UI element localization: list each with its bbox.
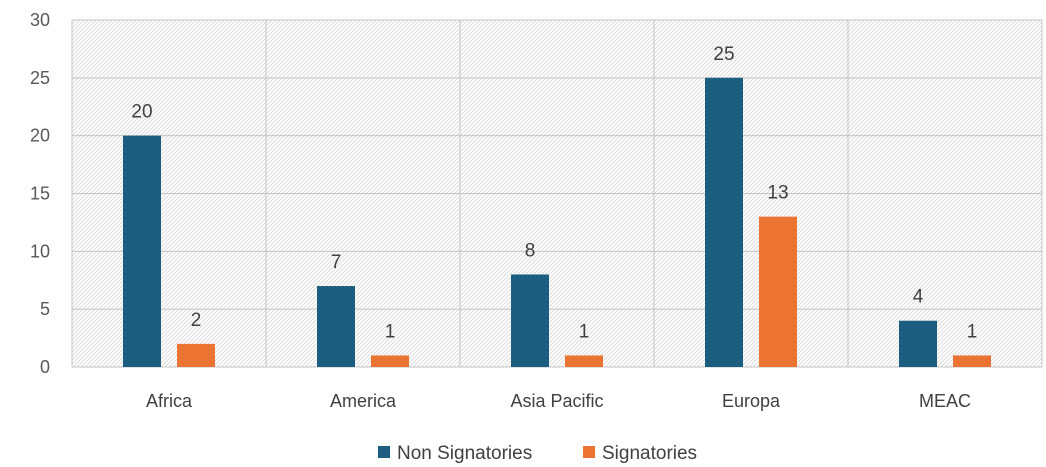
data-label: 20 <box>131 102 152 123</box>
bar-signatories <box>177 343 215 367</box>
bar-non-signatories <box>317 286 355 367</box>
data-label: 13 <box>767 183 788 204</box>
data-label: 1 <box>579 321 590 342</box>
y-tick-label: 30 <box>30 10 50 30</box>
data-label: 8 <box>525 240 536 261</box>
bar-non-signatories <box>705 77 743 367</box>
legend-label: Non Signatories <box>397 443 532 464</box>
legend: Non Signatories Signatories <box>378 443 697 464</box>
data-label: 4 <box>913 287 924 308</box>
y-tick-label: 5 <box>40 299 50 319</box>
data-label: 1 <box>385 321 396 342</box>
data-label: 25 <box>713 44 734 65</box>
y-axis-ticks: 0 5 10 15 20 25 30 <box>30 10 50 377</box>
y-tick-label: 10 <box>30 241 50 261</box>
y-tick-label: 0 <box>40 357 50 377</box>
bar-signatories <box>565 355 603 367</box>
x-category-label: MEAC <box>919 391 971 411</box>
bar-non-signatories <box>511 274 549 367</box>
bar-signatories <box>953 355 991 367</box>
data-label: 2 <box>191 310 202 331</box>
legend-swatch <box>583 446 595 458</box>
y-tick-label: 20 <box>30 126 50 146</box>
bar-signatories <box>371 355 409 367</box>
x-category-label: Europa <box>722 391 781 411</box>
x-axis-categories: Africa America Asia Pacific Europa MEAC <box>146 391 971 411</box>
bar-signatories <box>759 216 797 367</box>
x-category-label: Africa <box>146 391 193 411</box>
legend-label: Signatories <box>602 443 697 464</box>
data-labels: 20 2 7 1 8 1 25 13 4 1 <box>131 44 977 343</box>
data-label: 1 <box>967 321 978 342</box>
gridlines <box>71 19 1043 368</box>
legend-swatch <box>378 446 390 458</box>
data-label: 7 <box>331 252 342 273</box>
x-category-label: America <box>330 391 397 411</box>
bar-non-signatories <box>123 135 161 367</box>
bars <box>123 77 991 367</box>
bar-non-signatories <box>899 320 937 367</box>
x-category-label: Asia Pacific <box>510 391 603 411</box>
y-tick-label: 15 <box>30 184 50 204</box>
y-tick-label: 25 <box>30 68 50 88</box>
